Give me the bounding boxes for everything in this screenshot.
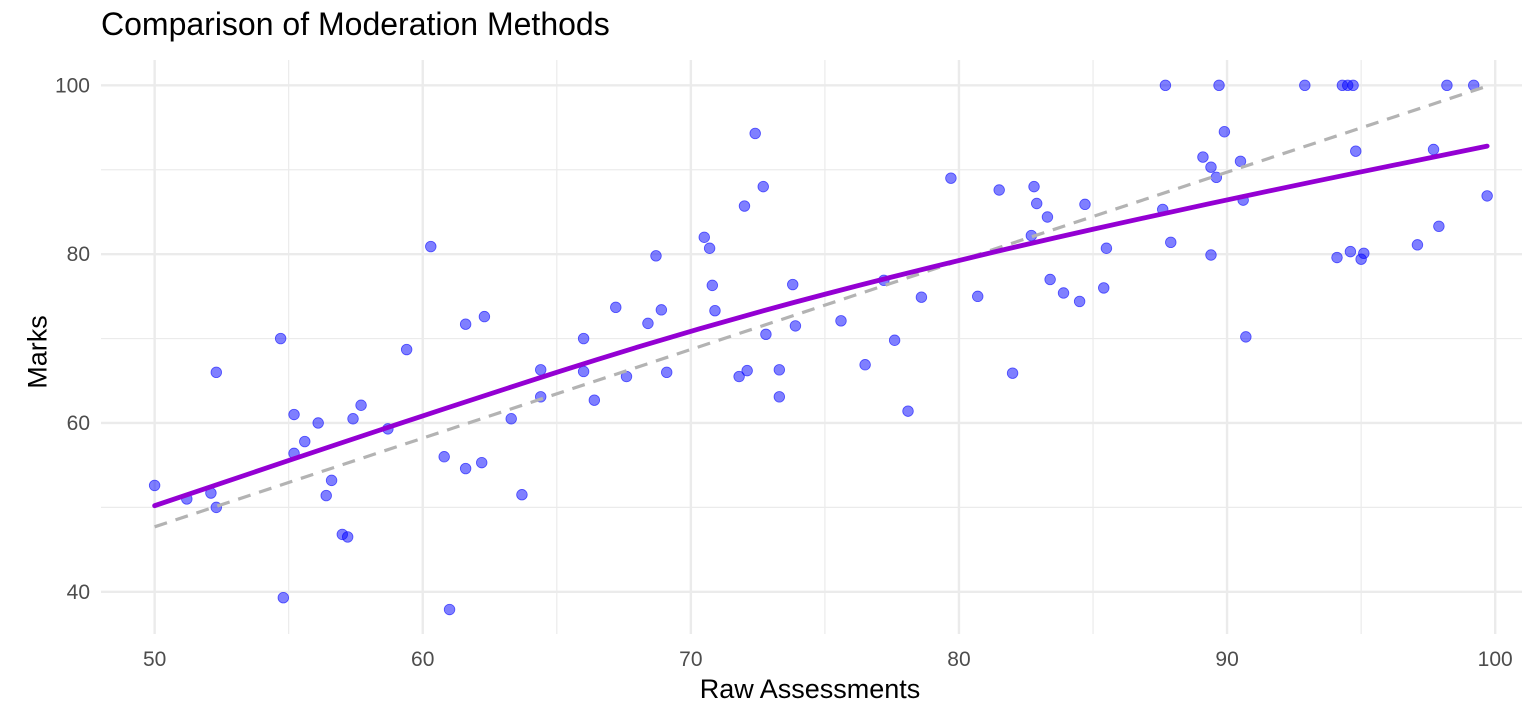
data-point [535,364,547,376]
data-point [1100,242,1113,254]
data-point [425,240,437,253]
data-point [476,456,488,469]
data-point [650,250,662,262]
data-point [577,365,590,378]
y-tick-label: 80 [67,243,90,266]
data-point [888,334,901,346]
data-point [738,200,751,212]
y-tick-label: 40 [67,581,90,604]
data-point [972,290,984,303]
data-point [325,474,338,487]
data-point [1041,211,1054,223]
data-point [859,359,871,371]
y-tick-label: 100 [55,74,90,97]
data-point [478,310,491,323]
data-point [706,279,718,292]
data-point [1344,245,1357,258]
data-point [1079,198,1091,211]
fitted-line [152,143,1490,509]
data-point [1197,151,1209,163]
data-point [1218,126,1231,138]
data-point [148,479,161,492]
x-tick-label: 90 [1215,648,1238,671]
data-point [1441,79,1453,92]
data-point [945,172,957,184]
data-point [1347,79,1359,92]
data-point [835,315,847,327]
data-point [1213,79,1225,92]
data-point [320,489,332,502]
data-point [1205,161,1217,173]
data-point [757,180,769,193]
y-axis-label: Marks [22,315,53,389]
x-tick-label: 70 [679,648,702,671]
data-point [312,417,324,429]
x-tick-label: 50 [143,648,166,671]
data-point [733,370,745,383]
data-point [1240,331,1252,343]
data-point [1427,143,1440,156]
x-tick-label: 80 [947,648,970,671]
data-point [1411,239,1424,251]
data-point [1433,220,1445,232]
data-point [1358,247,1370,260]
data-point [505,413,517,425]
data-point [703,242,716,254]
data-point [1159,79,1172,92]
data-point [1006,367,1019,379]
data-point [1073,295,1086,308]
data-point [516,489,528,501]
data-point [1331,251,1343,264]
data-point [443,603,456,616]
x-tick-label: 100 [1478,648,1513,671]
data-point [288,408,300,421]
data-point [1028,180,1040,193]
data-point [642,317,654,330]
data-point [1165,236,1177,249]
chart-title: Comparison of Moderation Methods [101,6,610,42]
y-tick-label: 60 [67,412,90,435]
data-point [661,366,673,379]
data-point [760,328,772,341]
data-point [773,364,786,376]
data-point [789,320,802,332]
data-point [902,405,914,417]
data-point [588,394,601,406]
data-point [993,184,1005,196]
reference-line [154,84,1488,529]
data-point [1481,190,1493,202]
data-point [438,451,450,463]
data-point [1057,287,1070,299]
x-tick-label: 60 [411,648,434,671]
data-point [787,278,799,291]
data-point [1205,249,1217,261]
data-point [1299,79,1311,92]
data-point [1031,197,1043,210]
data-point [347,413,359,425]
data-point [577,332,590,345]
data-point [610,301,622,314]
data-point [400,343,413,356]
data-point [709,305,721,317]
data-point [459,462,472,475]
data-point [698,231,710,243]
data-point [1098,282,1110,294]
data-point [299,435,311,448]
data-point [655,304,668,316]
data-point [355,399,367,411]
data-point [741,364,753,377]
data-point [341,531,354,543]
data-point [274,332,287,345]
data-point [1044,273,1056,286]
data-point [459,318,472,330]
data-point [1350,145,1362,157]
data-point [210,366,222,379]
data-point [773,391,786,403]
data-point [749,127,761,140]
data-point [915,291,928,303]
x-axis-label: Raw Assessments [699,674,921,704]
data-point [277,592,290,604]
